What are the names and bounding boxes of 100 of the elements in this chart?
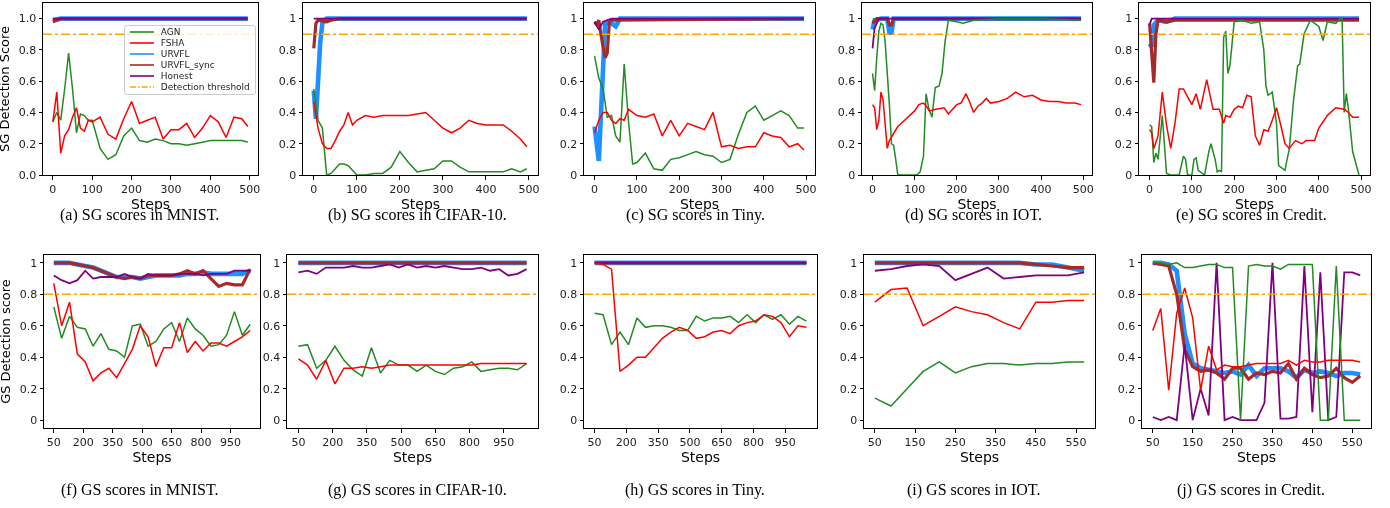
x-tick-label: 400 — [1308, 182, 1330, 196]
text: (f) GS scores in MNIST. — [61, 481, 219, 499]
x-tick-label: 950 — [220, 435, 242, 449]
legend-label: Detection threshold — [160, 81, 250, 93]
x-tick-label: 650 — [424, 435, 446, 449]
x-tick-label: 100 — [346, 182, 368, 196]
x-tick-label: 350 — [1261, 435, 1283, 449]
x-tick-label: 550 — [1065, 435, 1087, 449]
text: (j) GS scores in Credit. — [1177, 481, 1325, 499]
y-tick-label: 0.2 — [19, 382, 38, 396]
y-tick-label: 0.2 — [839, 382, 858, 396]
y-tick-label: 0 — [1128, 413, 1136, 427]
y-tick-label: 0.6 — [559, 319, 578, 333]
y-tick-label: 0.2 — [18, 137, 37, 151]
y-tick-label: 1 — [1125, 12, 1133, 26]
y-tick-label: 0.4 — [262, 351, 281, 365]
x-tick-label: 500 — [518, 182, 540, 196]
y-tick-label: 0 — [30, 413, 38, 427]
x-tick-label: 500 — [1072, 182, 1094, 196]
y-axis-title: SG Detection Score — [0, 25, 12, 153]
x-tick-label: 400 — [475, 182, 497, 196]
x-tick-label: 500 — [390, 435, 412, 449]
x-tick-label: 0 — [310, 182, 318, 196]
y-tick-label: 0.6 — [1117, 319, 1136, 333]
y-tick-label: 0.2 — [1117, 382, 1136, 396]
y-tick-label: 0.4 — [19, 351, 38, 365]
y-tick-label: 0.8 — [1117, 288, 1136, 302]
y-tick-label: 0.2 — [278, 137, 297, 151]
x-tick-label: 200 — [322, 435, 344, 449]
x-tick-label: 950 — [774, 435, 796, 449]
x-tick-label: 50 — [46, 435, 61, 449]
y-tick-label: 1 — [289, 12, 297, 26]
x-tick-label: 400 — [753, 182, 775, 196]
y-tick-label: 0.4 — [837, 106, 856, 120]
y-tick-label: 0.6 — [839, 319, 858, 333]
x-tick-label: 350 — [985, 435, 1007, 449]
x-tick-label: 800 — [742, 435, 764, 449]
x-tick-label: 50 — [291, 435, 306, 449]
x-tick-label: 50 — [1145, 435, 1160, 449]
x-tick-label: 150 — [904, 435, 926, 449]
x-tick-label: 150 — [1182, 435, 1204, 449]
x-tick-label: 650 — [161, 435, 183, 449]
y-tick-label: 0 — [570, 413, 578, 427]
x-tick-label: 500 — [239, 182, 261, 196]
x-tick-label: 350 — [647, 435, 669, 449]
y-tick-label: 0 — [1125, 168, 1133, 182]
x-tick-label: 500 — [795, 182, 817, 196]
legend-label: Honest — [160, 70, 193, 82]
y-tick-label: 0.2 — [262, 382, 281, 396]
x-tick-label: 500 — [679, 435, 701, 449]
y-tick-label: 0.0 — [18, 168, 37, 182]
y-tick-label: 0.6 — [837, 75, 856, 89]
y-tick-label: 0.4 — [559, 106, 578, 120]
x-tick-label: 350 — [102, 435, 124, 449]
y-tick-label: 1.0 — [18, 12, 37, 26]
x-tick-label: 200 — [615, 435, 637, 449]
y-tick-label: 1 — [570, 12, 578, 26]
x-tick-label: 0 — [869, 182, 877, 196]
y-tick-label: 0.4 — [559, 351, 578, 365]
y-tick-label: 0.8 — [837, 43, 856, 57]
x-tick-label: 650 — [711, 435, 733, 449]
x-tick-label: 400 — [1030, 182, 1052, 196]
y-tick-label: 0.2 — [559, 137, 578, 151]
y-tick-label: 0.4 — [839, 351, 858, 365]
x-tick-label: 200 — [1223, 182, 1245, 196]
legend-label: URVFL — [160, 48, 190, 60]
legend-label: URVFL_sync — [160, 59, 215, 71]
x-tick-label: 950 — [493, 435, 515, 449]
x-axis-title: Steps — [957, 196, 997, 212]
x-tick-label: 450 — [1025, 435, 1047, 449]
x-tick-label: 300 — [988, 182, 1010, 196]
legend-label: FSHA — [160, 37, 185, 49]
x-tick-label: 100 — [1181, 182, 1203, 196]
y-tick-label: 0.6 — [19, 319, 38, 333]
y-tick-label: 1 — [30, 256, 38, 270]
x-tick-label: 0 — [1146, 182, 1154, 196]
x-tick-label: 450 — [1301, 435, 1323, 449]
x-tick-label: 300 — [711, 182, 732, 196]
x-tick-label: 300 — [432, 182, 454, 196]
y-tick-label: 1 — [273, 256, 281, 270]
x-tick-label: 100 — [904, 182, 926, 196]
y-tick-label: 0.6 — [559, 75, 578, 89]
x-axis-title: Steps — [1236, 449, 1277, 465]
x-tick-label: 550 — [1341, 435, 1363, 449]
x-tick-label: 200 — [72, 435, 94, 449]
x-axis-title: Steps — [392, 449, 433, 465]
y-tick-label: 0 — [848, 168, 856, 182]
x-tick-label: 200 — [121, 182, 143, 196]
y-tick-label: 0.8 — [278, 43, 297, 57]
x-tick-label: 350 — [356, 435, 378, 449]
x-tick-label: 0 — [591, 182, 599, 196]
y-tick-label: 1 — [848, 12, 856, 26]
y-tick-label: 0.8 — [559, 288, 578, 302]
x-tick-label: 500 — [131, 435, 153, 449]
x-tick-label: 800 — [190, 435, 212, 449]
y-tick-label: 1 — [1128, 256, 1136, 270]
y-tick-label: 0.6 — [278, 75, 297, 89]
text: (h) GS scores in Tiny. — [625, 481, 765, 499]
y-tick-label: 0.6 — [18, 75, 37, 89]
y-tick-label: 0.4 — [278, 106, 297, 120]
